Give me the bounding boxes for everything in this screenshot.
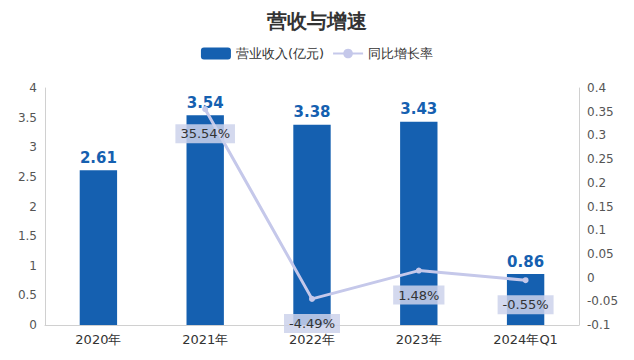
svg-text:0.35: 0.35 bbox=[587, 105, 614, 119]
svg-text:2024年Q1: 2024年Q1 bbox=[493, 332, 558, 347]
svg-text:-4.49%: -4.49% bbox=[289, 316, 335, 331]
svg-text:3.43: 3.43 bbox=[400, 100, 437, 118]
svg-text:-0.05: -0.05 bbox=[587, 294, 618, 308]
svg-text:0.15: 0.15 bbox=[587, 200, 614, 214]
svg-text:2021年: 2021年 bbox=[182, 332, 228, 347]
svg-text:0.5: 0.5 bbox=[18, 288, 37, 302]
svg-text:0.3: 0.3 bbox=[587, 128, 606, 142]
svg-text:3.5: 3.5 bbox=[18, 111, 37, 125]
svg-text:0.2: 0.2 bbox=[587, 176, 606, 190]
svg-text:同比增长率: 同比增长率 bbox=[368, 46, 433, 61]
svg-text:1: 1 bbox=[29, 259, 37, 273]
svg-text:营业收入(亿元): 营业收入(亿元) bbox=[236, 46, 324, 61]
svg-text:35.54%: 35.54% bbox=[180, 126, 230, 141]
svg-text:3: 3 bbox=[29, 140, 37, 154]
svg-text:2: 2 bbox=[29, 200, 37, 214]
svg-text:2.5: 2.5 bbox=[18, 170, 37, 184]
svg-text:-0.1: -0.1 bbox=[587, 318, 610, 332]
svg-text:3.54: 3.54 bbox=[187, 94, 224, 112]
svg-text:营收与增速: 营收与增速 bbox=[266, 9, 367, 33]
svg-text:1.48%: 1.48% bbox=[398, 288, 439, 303]
svg-text:0.05: 0.05 bbox=[587, 247, 614, 261]
svg-text:0: 0 bbox=[587, 271, 595, 285]
svg-text:-0.55%: -0.55% bbox=[503, 297, 549, 312]
svg-text:0.4: 0.4 bbox=[587, 81, 606, 95]
svg-text:0.86: 0.86 bbox=[507, 253, 544, 271]
svg-text:3.38: 3.38 bbox=[293, 103, 330, 121]
svg-text:2.61: 2.61 bbox=[80, 149, 117, 167]
svg-text:2022年: 2022年 bbox=[289, 332, 335, 347]
svg-text:2020年: 2020年 bbox=[75, 332, 121, 347]
svg-text:0.1: 0.1 bbox=[587, 223, 606, 237]
svg-text:4: 4 bbox=[29, 81, 37, 95]
svg-text:2023年: 2023年 bbox=[396, 332, 442, 347]
svg-text:0: 0 bbox=[29, 318, 37, 332]
svg-text:0.25: 0.25 bbox=[587, 152, 614, 166]
svg-text:1.5: 1.5 bbox=[18, 229, 37, 243]
